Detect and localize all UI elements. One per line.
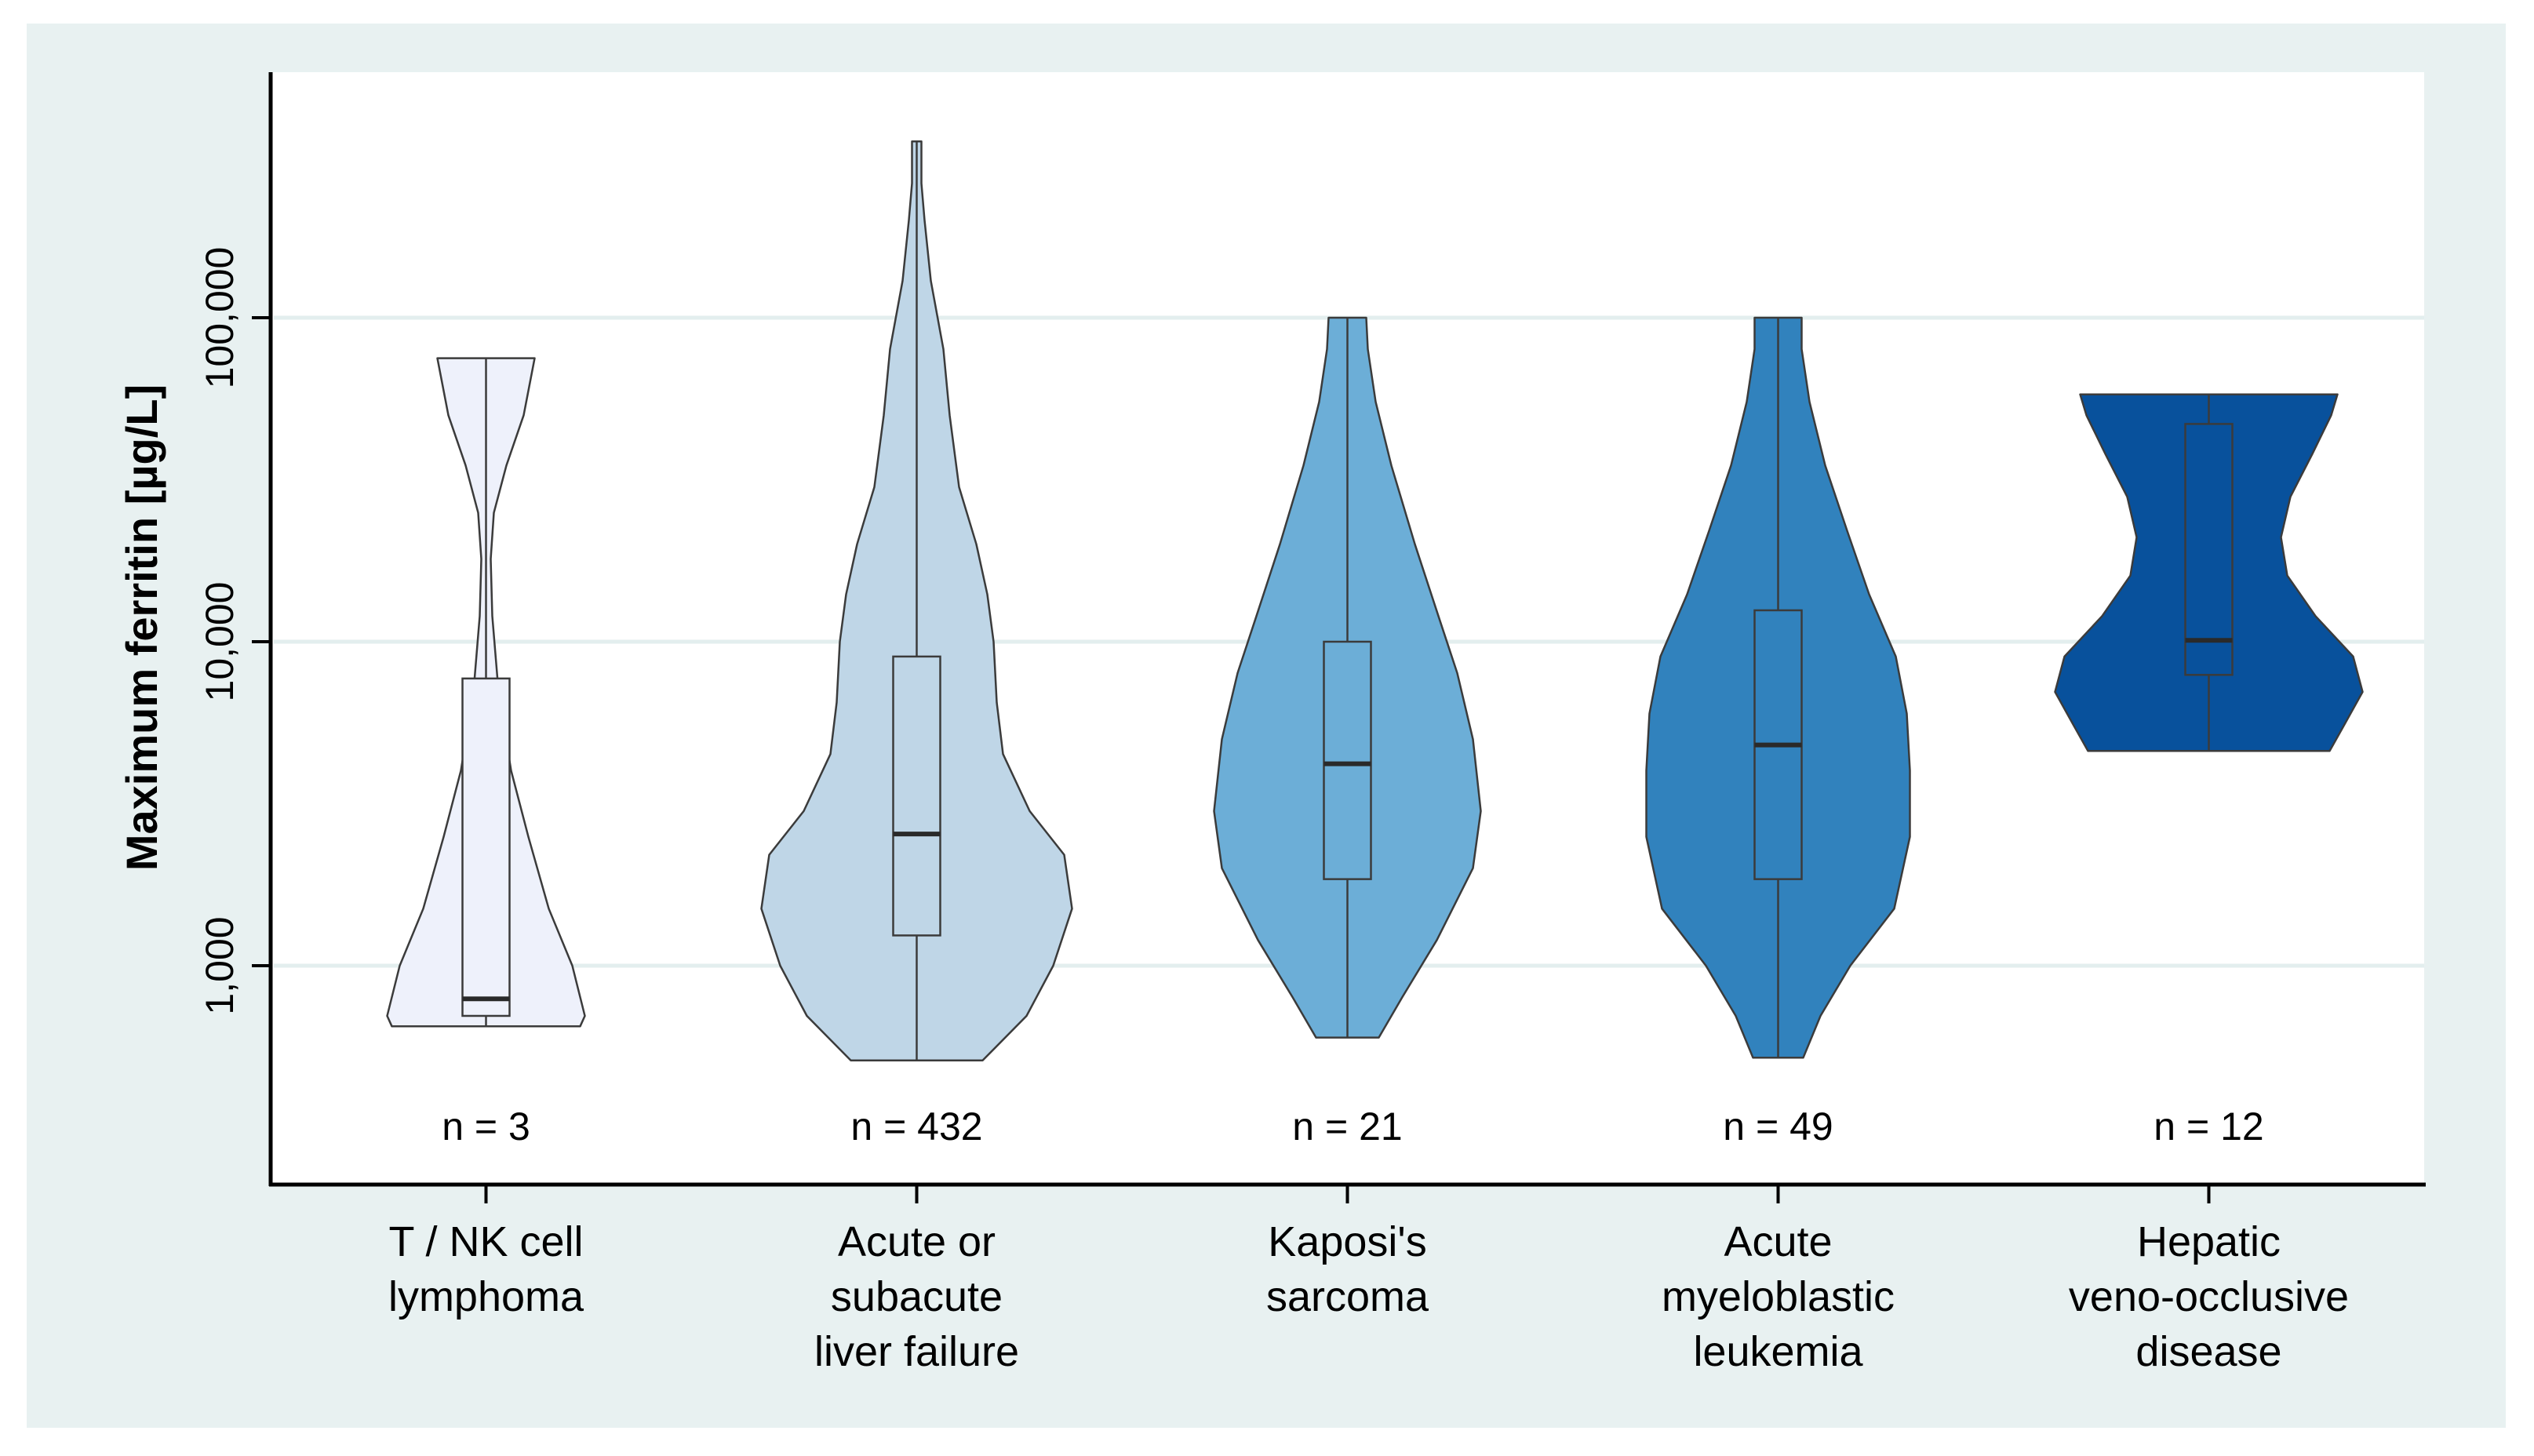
x-tick-label-line: Acute	[1724, 1218, 1832, 1265]
n-label: n = 21	[1292, 1105, 1402, 1148]
x-ticks: T / NK cell lymphoma Acute or subacute liver…	[388, 1185, 2349, 1375]
x-tick-label-line: lymphoma	[388, 1273, 584, 1320]
x-tick-label-line: myeloblastic	[1662, 1273, 1895, 1320]
y-tick-label: 100,000	[198, 247, 242, 389]
x-tick-label-line: Hepatic	[2137, 1218, 2281, 1265]
iqr-box	[892, 655, 941, 937]
violins	[386, 140, 2364, 1062]
x-tick-label: Acute or subacute liver failure	[814, 1218, 1019, 1375]
iqr-box	[461, 677, 511, 1017]
x-tick-label: Kaposi's sarcoma	[1266, 1218, 1429, 1320]
n-label: n = 3	[442, 1105, 530, 1148]
x-tick-label-line: veno-occlusive	[2069, 1273, 2349, 1320]
iqr-box	[2184, 423, 2234, 676]
x-tick-label-line: disease	[2135, 1328, 2281, 1375]
y-ticks: 1,000 10,000 100,000	[198, 247, 271, 1015]
iqr-box	[1323, 640, 1372, 880]
n-label: n = 49	[1723, 1105, 1833, 1148]
n-label: n = 432	[850, 1105, 982, 1148]
x-tick-label: Hepatic veno-occlusive disease	[2069, 1218, 2349, 1375]
x-tick-label-line: liver failure	[814, 1328, 1019, 1375]
x-tick-label: Acute myeloblastic leukemia	[1662, 1218, 1895, 1375]
x-tick-label-line: sarcoma	[1266, 1273, 1429, 1320]
y-axis-title: Maximum ferritin [µg/L]	[117, 384, 166, 871]
n-label: n = 12	[2154, 1105, 2263, 1148]
x-tick-label-line: subacute	[831, 1273, 1003, 1320]
x-tick-label-line: Acute or	[838, 1218, 996, 1265]
x-tick-label: T / NK cell lymphoma	[388, 1218, 584, 1320]
n-labels: n = 3 n = 432 n = 21 n = 49 n = 12	[442, 1105, 2264, 1148]
x-tick-label-line: leukemia	[1693, 1328, 1863, 1375]
y-tick-label: 10,000	[198, 582, 242, 702]
x-tick-label-line: Kaposi's	[1268, 1218, 1426, 1265]
y-tick-label: 1,000	[198, 916, 242, 1014]
x-tick-label-line: T / NK cell	[388, 1218, 583, 1265]
